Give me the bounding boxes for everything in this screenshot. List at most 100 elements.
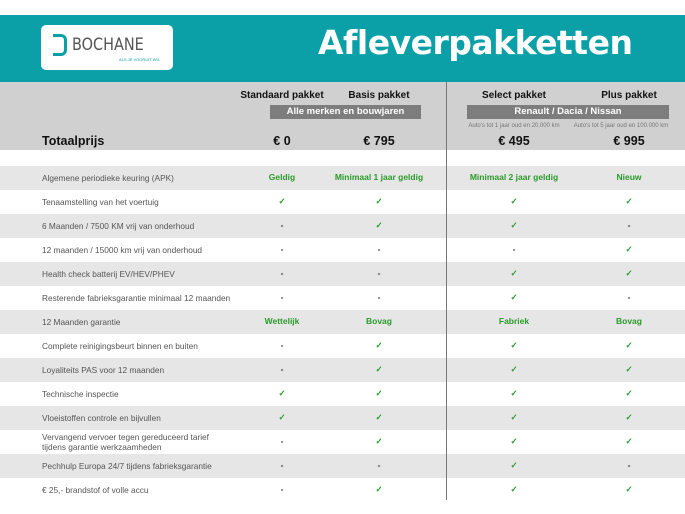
feature-label: 6 Maanden / 7500 KM vrij van onderhoud: [42, 221, 195, 231]
dash-icon: -: [627, 220, 631, 230]
dash-icon: -: [280, 292, 284, 302]
table-row: Algemene periodieke keuring (APK) Geldig M…: [0, 166, 685, 190]
dash-icon: -: [280, 220, 284, 230]
feature-label: Technische inspectie: [42, 389, 119, 399]
dash-icon: -: [377, 268, 381, 278]
feature-value: Bovag: [616, 316, 642, 326]
table-row: 6 Maanden / 7500 KM vrij van onderhoud - ✓…: [0, 214, 685, 238]
check-icon: ✓: [510, 460, 518, 470]
check-icon: ✓: [625, 268, 633, 278]
feature-label: Resterende fabrieksgarantie minimaal 12 …: [42, 293, 231, 303]
feature-label: € 25,- brandstof of volle accu: [42, 485, 149, 495]
feature-label: Algemene periodieke keuring (APK): [42, 173, 174, 183]
check-icon: ✓: [375, 484, 383, 494]
logo-text: BOCHANE: [72, 35, 144, 55]
package-price: € 995: [613, 134, 645, 148]
check-icon: ✓: [375, 220, 383, 230]
table-row: Technische inspectie ✓ ✓ ✓ ✓: [0, 382, 685, 406]
check-icon: ✓: [375, 364, 383, 374]
table-row: Vloeistoffen controle en bijvullen ✓ ✓ ✓ ✓: [0, 406, 685, 430]
dash-icon: -: [377, 292, 381, 302]
feature-value: Minimaal 2 jaar geldig: [469, 172, 559, 182]
check-icon: ✓: [375, 436, 383, 446]
feature-value: Wettelijk: [264, 316, 300, 326]
table-row: 12 Maanden garantie Wettelijk Bovag Fabriek…: [0, 310, 685, 334]
check-icon: ✓: [510, 196, 518, 206]
package-name: Plus pakket: [601, 90, 657, 101]
dash-icon: -: [377, 244, 381, 254]
check-icon: ✓: [625, 412, 633, 422]
feature-label: Loyaliteits PAS voor 12 maanden: [42, 365, 165, 375]
check-icon: ✓: [625, 484, 633, 494]
package-price: € 795: [363, 134, 395, 148]
feature-label: Vloeistoffen controle en bijvullen: [42, 413, 161, 423]
check-icon: ✓: [625, 196, 633, 206]
check-icon: ✓: [375, 340, 383, 350]
package-name: Select pakket: [482, 90, 546, 101]
table-row: Pechhulp Europa 24/7 tijdens fabrieksgar…: [0, 454, 685, 478]
package-name: Basis pakket: [348, 90, 410, 101]
table-row: € 25,- brandstof of volle accu - ✓ ✓ ✓: [0, 478, 685, 502]
table-row: 12 maanden / 15000 km vrij van onderhoud…: [0, 238, 685, 262]
table-row: Vervangend vervoer tegen gereduceerd tar…: [0, 430, 685, 454]
feature-value: Bovag: [366, 316, 392, 326]
dash-icon: -: [627, 292, 631, 302]
logo-tagline: ALS JE VOORUIT WIL: [119, 57, 160, 62]
column-divider: [446, 82, 447, 500]
dash-icon: -: [512, 244, 516, 254]
check-icon: ✓: [278, 196, 286, 206]
package-price: € 0: [273, 134, 291, 148]
check-icon: ✓: [510, 388, 518, 398]
dash-icon: -: [280, 340, 284, 350]
group-label-renault: Renault / Dacia / Nissan: [467, 105, 669, 119]
page-title: Afleverpakketten: [318, 23, 633, 62]
feature-label: 12 maanden / 15000 km vrij van onderhoud: [42, 245, 203, 255]
feature-label: Tenaamstelling van het voertuig: [42, 197, 159, 207]
package-price: € 495: [498, 134, 530, 148]
feature-label: Complete reinigingsbeurt binnen en buite…: [42, 341, 198, 351]
check-icon: ✓: [510, 220, 518, 230]
check-icon: ✓: [278, 388, 286, 398]
dash-icon: -: [280, 268, 284, 278]
check-icon: ✓: [278, 412, 286, 422]
check-icon: ✓: [510, 364, 518, 374]
check-icon: ✓: [625, 364, 633, 374]
table-row: Resterende fabrieksgarantie minimaal 12 …: [0, 286, 685, 310]
feature-label: Health check batterij EV/HEV/PHEV: [42, 269, 175, 279]
dash-icon: -: [280, 436, 284, 446]
check-icon: ✓: [510, 484, 518, 494]
logo-mark-icon: [53, 34, 67, 56]
group-label-all-brands: Alle merken en bouwjaren: [270, 105, 421, 119]
check-icon: ✓: [375, 412, 383, 422]
package-name: Standaard pakket: [240, 90, 324, 101]
bochane-logo: BOCHANE ALS JE VOORUIT WIL: [41, 25, 173, 70]
table-row: Complete reinigingsbeurt binnen en buite…: [0, 334, 685, 358]
feature-value: Nieuw: [616, 172, 642, 182]
check-icon: ✓: [375, 196, 383, 206]
header-banner: BOCHANE ALS JE VOORUIT WIL Afleverpakket…: [0, 15, 685, 82]
total-price-label: Totaalprijs: [42, 134, 105, 148]
feature-label: Pechhulp Europa 24/7 tijdens fabrieksgar…: [42, 461, 212, 471]
dash-icon: -: [377, 460, 381, 470]
dash-icon: -: [280, 484, 284, 494]
feature-value: Minimaal 1 jaar geldig: [334, 172, 424, 182]
feature-label: 12 Maanden garantie: [42, 317, 121, 327]
check-icon: ✓: [510, 412, 518, 422]
package-note: Auto's tot 5 jaar oud en 100.000 km: [573, 123, 669, 129]
table-row: Loyaliteits PAS voor 12 maanden - ✓ ✓ ✓: [0, 358, 685, 382]
feature-value: Geldig: [268, 172, 296, 182]
dash-icon: -: [280, 364, 284, 374]
dash-icon: -: [280, 460, 284, 470]
check-icon: ✓: [625, 388, 633, 398]
dash-icon: -: [627, 460, 631, 470]
dash-icon: -: [280, 244, 284, 254]
table-header: Standaard pakket Basis pakket Select pak…: [0, 82, 685, 150]
check-icon: ✓: [375, 388, 383, 398]
table-row: Tenaamstelling van het voertuig ✓ ✓ ✓ ✓: [0, 190, 685, 214]
check-icon: ✓: [625, 244, 633, 254]
feature-label: Vervangend vervoer tegen gereduceerd tar…: [42, 432, 209, 452]
check-icon: ✓: [510, 436, 518, 446]
table-row: Health check batterij EV/HEV/PHEV - - ✓ ✓: [0, 262, 685, 286]
check-icon: ✓: [510, 268, 518, 278]
check-icon: ✓: [510, 340, 518, 350]
